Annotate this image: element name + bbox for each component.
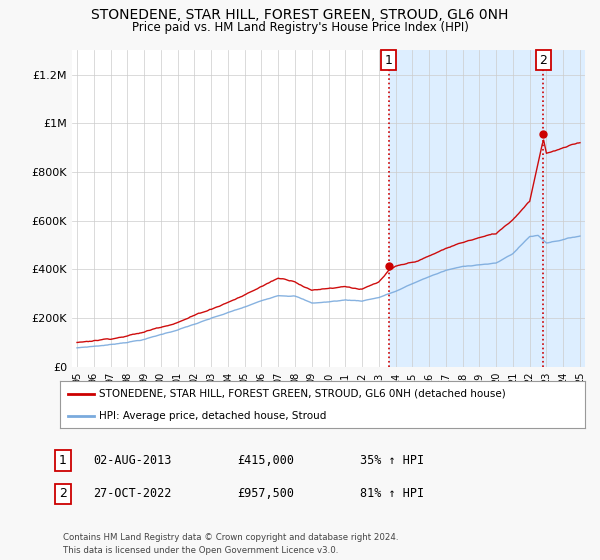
- Text: 1: 1: [385, 54, 392, 67]
- Text: £415,000: £415,000: [237, 454, 294, 467]
- Text: This data is licensed under the Open Government Licence v3.0.: This data is licensed under the Open Gov…: [63, 546, 338, 555]
- Text: Contains HM Land Registry data © Crown copyright and database right 2024.: Contains HM Land Registry data © Crown c…: [63, 533, 398, 542]
- Text: 2: 2: [539, 54, 547, 67]
- Text: 81% ↑ HPI: 81% ↑ HPI: [360, 487, 424, 501]
- Text: HPI: Average price, detached house, Stroud: HPI: Average price, detached house, Stro…: [100, 410, 327, 421]
- Text: Price paid vs. HM Land Registry's House Price Index (HPI): Price paid vs. HM Land Registry's House …: [131, 21, 469, 34]
- Text: 02-AUG-2013: 02-AUG-2013: [93, 454, 172, 467]
- Text: STONEDENE, STAR HILL, FOREST GREEN, STROUD, GL6 0NH (detached house): STONEDENE, STAR HILL, FOREST GREEN, STRO…: [100, 389, 506, 399]
- Text: STONEDENE, STAR HILL, FOREST GREEN, STROUD, GL6 0NH: STONEDENE, STAR HILL, FOREST GREEN, STRO…: [91, 8, 509, 22]
- Text: 1: 1: [59, 454, 67, 467]
- Text: 2: 2: [59, 487, 67, 501]
- Text: £957,500: £957,500: [237, 487, 294, 501]
- Bar: [389, 50, 589, 367]
- Text: 27-OCT-2022: 27-OCT-2022: [93, 487, 172, 501]
- Text: 35% ↑ HPI: 35% ↑ HPI: [360, 454, 424, 467]
